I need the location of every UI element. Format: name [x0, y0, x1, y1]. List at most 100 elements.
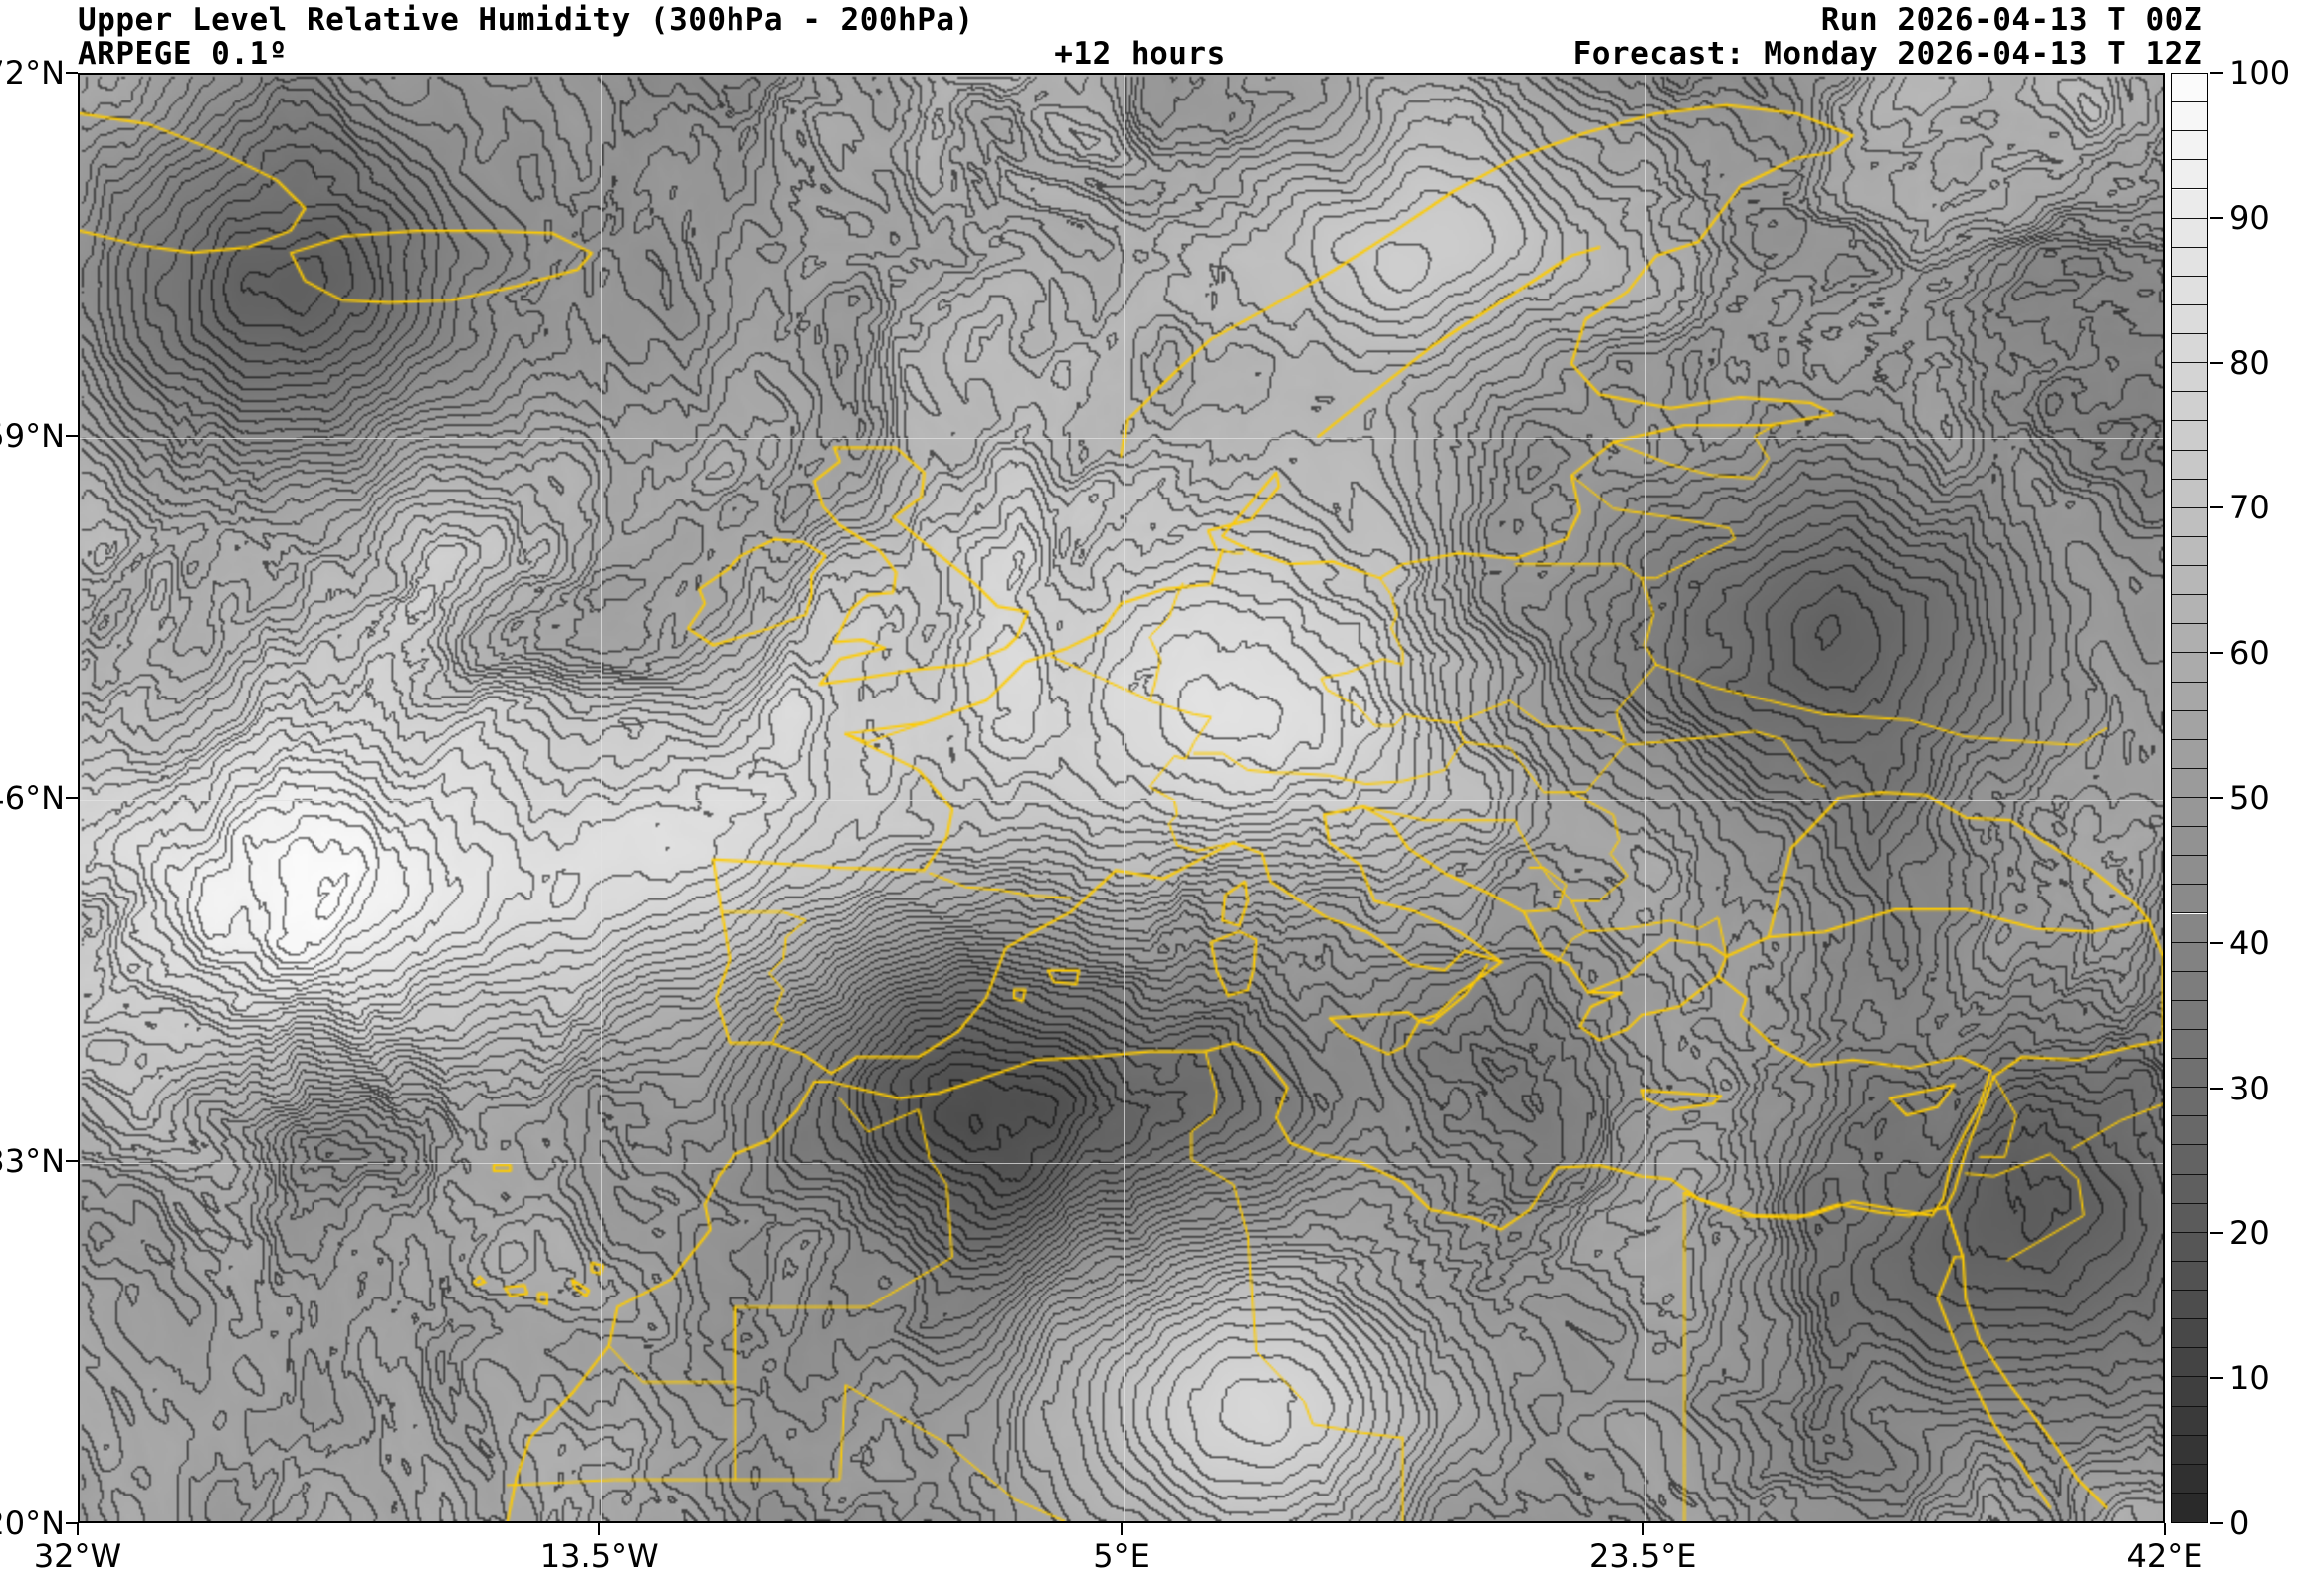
colorbar-band — [2172, 624, 2207, 654]
colorbar-separator — [2172, 797, 2207, 798]
colorbar-tick-label: 10 — [2229, 1359, 2270, 1398]
colorbar-separator — [2172, 420, 2207, 422]
colorbar-separator — [2172, 478, 2207, 480]
x-tick — [2164, 1523, 2166, 1535]
colorbar-tick-label: 50 — [2229, 779, 2270, 817]
colorbar-separator — [2172, 709, 2207, 711]
colorbar-separator — [2172, 159, 2207, 161]
colorbar-tick-label: 0 — [2229, 1504, 2250, 1542]
colorbar-separator — [2172, 1028, 2207, 1030]
colorbar-tick — [2210, 506, 2223, 509]
colorbar-band — [2172, 304, 2207, 335]
colorbar-tick-label: 100 — [2229, 54, 2291, 92]
colorbar-band — [2172, 479, 2207, 508]
map-plot-area[interactable] — [78, 73, 2165, 1523]
colorbar-separator — [2172, 391, 2207, 393]
colorbar-band — [2172, 218, 2207, 248]
colorbar-band — [2172, 450, 2207, 480]
y-tick-label: 46°N — [0, 779, 65, 817]
colorbar-band — [2172, 885, 2207, 914]
colorbar-separator — [2172, 1144, 2207, 1146]
colorbar-separator — [2172, 449, 2207, 451]
x-tick — [77, 1523, 79, 1535]
colorbar-band — [2172, 363, 2207, 393]
humidity-raster — [80, 75, 2163, 1521]
colorbar-band — [2172, 189, 2207, 219]
colorbar-tick — [2210, 361, 2223, 364]
model-name-label: ARPEGE 0.1º — [78, 36, 288, 72]
colorbar-separator — [2172, 912, 2207, 914]
x-tick — [1120, 1523, 1123, 1535]
colorbar-separator — [2172, 565, 2207, 567]
colorbar-separator — [2172, 738, 2207, 740]
colorbar — [2171, 73, 2208, 1523]
colorbar-separator — [2172, 623, 2207, 625]
colorbar-band — [2172, 1116, 2207, 1146]
colorbar-separator — [2172, 1290, 2207, 1292]
header-line-top: Upper Level Relative Humidity (300hPa - … — [78, 2, 2202, 38]
colorbar-tick — [2210, 1522, 2223, 1524]
colorbar-separator — [2172, 362, 2207, 364]
colorbar-separator — [2172, 535, 2207, 537]
colorbar-separator — [2172, 855, 2207, 857]
colorbar-band — [2172, 1059, 2207, 1089]
header-line-bottom: ARPEGE 0.1º +12 hours Forecast: Monday 2… — [78, 36, 2202, 72]
model-run-label: Run 2026-04-13 T 00Z — [1820, 2, 2202, 38]
colorbar-tick — [2210, 1232, 2223, 1235]
colorbar-separator — [2172, 1087, 2207, 1089]
colorbar-band — [2172, 768, 2207, 798]
colorbar-tick — [2210, 1377, 2223, 1380]
colorbar-band — [2172, 1464, 2207, 1494]
colorbar-separator — [2172, 246, 2207, 248]
colorbar-band — [2172, 1319, 2207, 1349]
colorbar-tick — [2210, 941, 2223, 944]
colorbar-band — [2172, 1174, 2207, 1204]
colorbar-tick-label: 30 — [2229, 1069, 2270, 1107]
colorbar-separator — [2172, 999, 2207, 1001]
colorbar-band — [2172, 653, 2207, 683]
colorbar-band — [2172, 1145, 2207, 1175]
colorbar-band — [2172, 536, 2207, 567]
colorbar-band — [2172, 247, 2207, 277]
y-tick — [66, 434, 78, 437]
colorbar-separator — [2172, 217, 2207, 219]
colorbar-band — [2172, 942, 2207, 972]
colorbar-band — [2172, 507, 2207, 537]
x-tick-label: 32°W — [33, 1537, 122, 1575]
colorbar-band — [2172, 1029, 2207, 1060]
colorbar-tick-label: 60 — [2229, 634, 2270, 673]
x-tick-label: 42°E — [2126, 1537, 2203, 1575]
colorbar-band — [2172, 1261, 2207, 1292]
colorbar-band — [2172, 74, 2207, 103]
colorbar-separator — [2172, 1376, 2207, 1378]
colorbar-tick-label: 70 — [2229, 489, 2270, 527]
colorbar-band — [2172, 334, 2207, 364]
x-tick — [598, 1523, 601, 1535]
x-tick-label: 23.5°E — [1589, 1537, 1697, 1575]
colorbar-band — [2172, 1406, 2207, 1436]
colorbar-band — [2172, 1348, 2207, 1378]
colorbar-band — [2172, 566, 2207, 596]
colorbar-tick — [2210, 652, 2223, 655]
colorbar-band — [2172, 131, 2207, 161]
colorbar-tick — [2210, 72, 2223, 74]
colorbar-separator — [2172, 1492, 2207, 1494]
colorbar-band — [2172, 1493, 2207, 1522]
colorbar-tick — [2210, 1087, 2223, 1090]
colorbar-band — [2172, 682, 2207, 711]
colorbar-separator — [2172, 303, 2207, 305]
colorbar-separator — [2172, 594, 2207, 596]
y-tick-label: 59°N — [0, 416, 65, 455]
colorbar-tick-label: 40 — [2229, 923, 2270, 962]
forecast-valid-label: Forecast: Monday 2026-04-13 T 12Z — [1572, 36, 2202, 72]
y-tick — [66, 72, 78, 74]
colorbar-band — [2172, 276, 2207, 305]
colorbar-separator — [2172, 1260, 2207, 1262]
colorbar-separator — [2172, 1405, 2207, 1407]
colorbar-band — [2172, 856, 2207, 886]
colorbar-separator — [2172, 188, 2207, 190]
x-tick-label: 13.5°W — [539, 1537, 659, 1575]
colorbar-separator — [2172, 681, 2207, 683]
colorbar-separator — [2172, 1202, 2207, 1204]
